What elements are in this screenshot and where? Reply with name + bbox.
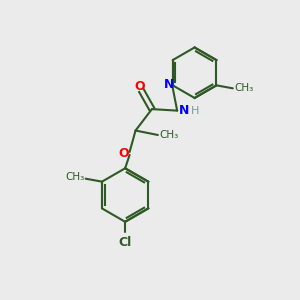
Text: Cl: Cl (118, 236, 132, 249)
Text: O: O (135, 80, 145, 93)
Text: N: N (164, 78, 174, 91)
Text: H: H (190, 106, 199, 116)
Text: O: O (118, 147, 129, 160)
Text: CH₃: CH₃ (159, 130, 178, 140)
Text: CH₃: CH₃ (65, 172, 84, 182)
Text: N: N (178, 103, 189, 116)
Text: CH₃: CH₃ (234, 83, 254, 93)
